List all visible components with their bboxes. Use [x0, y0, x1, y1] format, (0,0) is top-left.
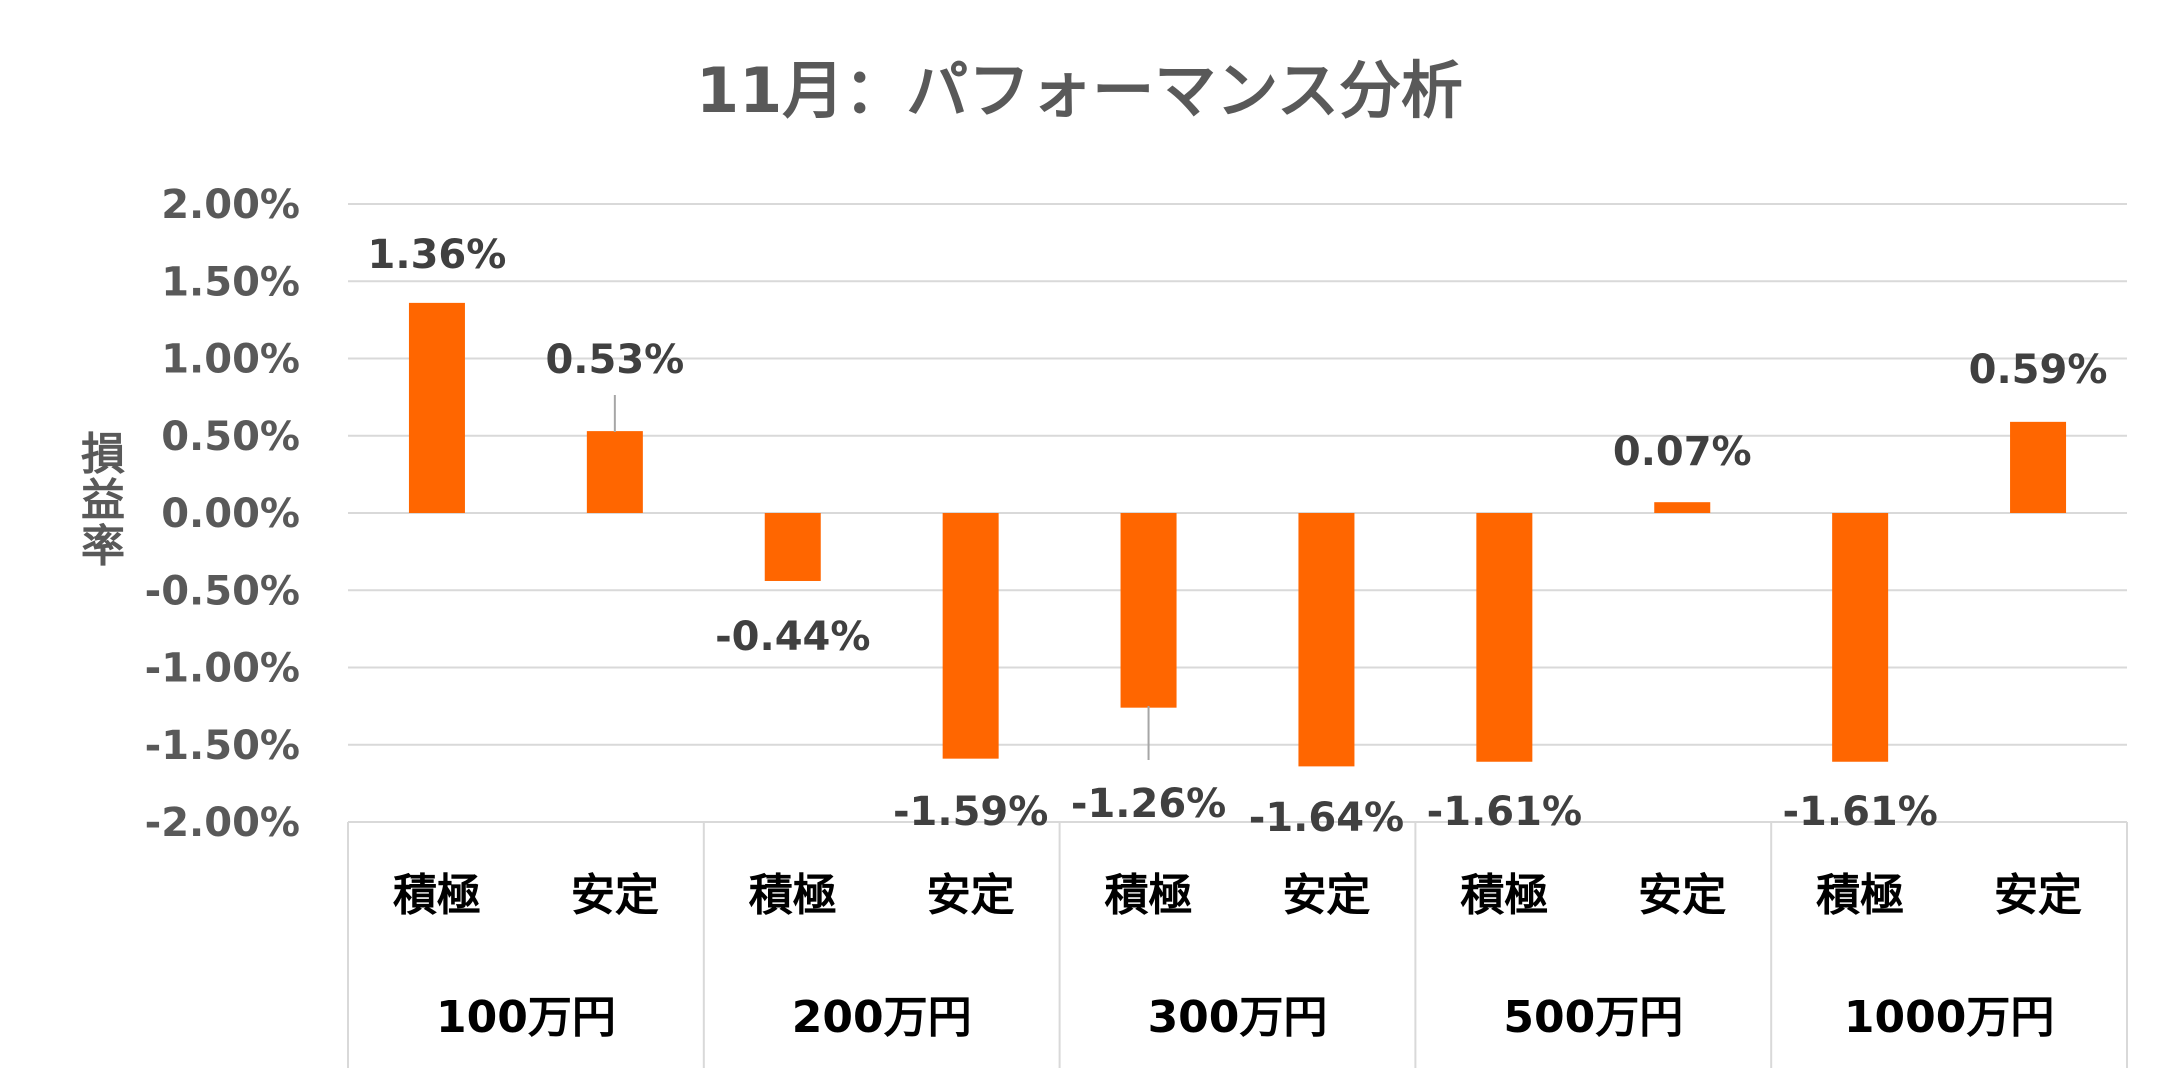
category-label: 積極: [393, 870, 481, 921]
bar: [2010, 421, 2067, 513]
category-label: 安定: [571, 870, 659, 921]
bar: [1120, 513, 1177, 708]
y-tick-label: 1.50%: [161, 259, 300, 305]
data-label: -1.61%: [1782, 789, 1937, 835]
y-tick-label: 1.00%: [161, 337, 300, 383]
category-label: 積極: [1105, 870, 1193, 921]
bar: [764, 513, 821, 581]
category-label: 積極: [1460, 870, 1548, 921]
bar: [1298, 513, 1355, 767]
data-label: 0.53%: [545, 337, 684, 383]
group-label: 200万円: [792, 992, 972, 1043]
category-label: 安定: [1994, 870, 2082, 921]
group-label: 300万円: [1148, 992, 1328, 1043]
y-tick-label: -0.50%: [145, 568, 300, 614]
data-label: -1.59%: [893, 789, 1048, 835]
data-label: -1.61%: [1427, 789, 1582, 835]
y-tick-label: 0.00%: [161, 491, 300, 537]
bar: [942, 513, 999, 759]
category-label: 安定: [927, 870, 1015, 921]
y-tick-label: -1.50%: [145, 723, 300, 769]
bar: [586, 431, 643, 513]
bar: [408, 302, 465, 513]
y-tick-label: 2.00%: [161, 182, 300, 228]
bar: [1654, 502, 1711, 513]
category-label: 安定: [1638, 870, 1726, 921]
group-label: 100万円: [436, 992, 616, 1043]
chart-title: 11月：パフォーマンス分析: [695, 54, 1464, 127]
group-label: 1000万円: [1844, 992, 2054, 1043]
bar: [1832, 513, 1889, 762]
y-axis-label: 損益率: [81, 429, 125, 572]
bar: [1476, 513, 1533, 762]
y-tick-label: 0.50%: [161, 414, 300, 460]
data-label: -1.26%: [1071, 781, 1226, 827]
data-label: -0.44%: [715, 614, 870, 660]
data-label: 1.36%: [368, 232, 507, 278]
category-label: 安定: [1282, 870, 1370, 921]
data-label: 0.59%: [1969, 347, 2108, 393]
data-label: 0.07%: [1613, 429, 1752, 475]
category-label: 積極: [749, 870, 837, 921]
category-label: 積極: [1816, 870, 1904, 921]
data-label: -1.64%: [1249, 795, 1404, 841]
y-tick-label: -1.00%: [145, 646, 300, 692]
y-tick-label: -2.00%: [145, 800, 300, 846]
group-label: 500万円: [1503, 992, 1683, 1043]
